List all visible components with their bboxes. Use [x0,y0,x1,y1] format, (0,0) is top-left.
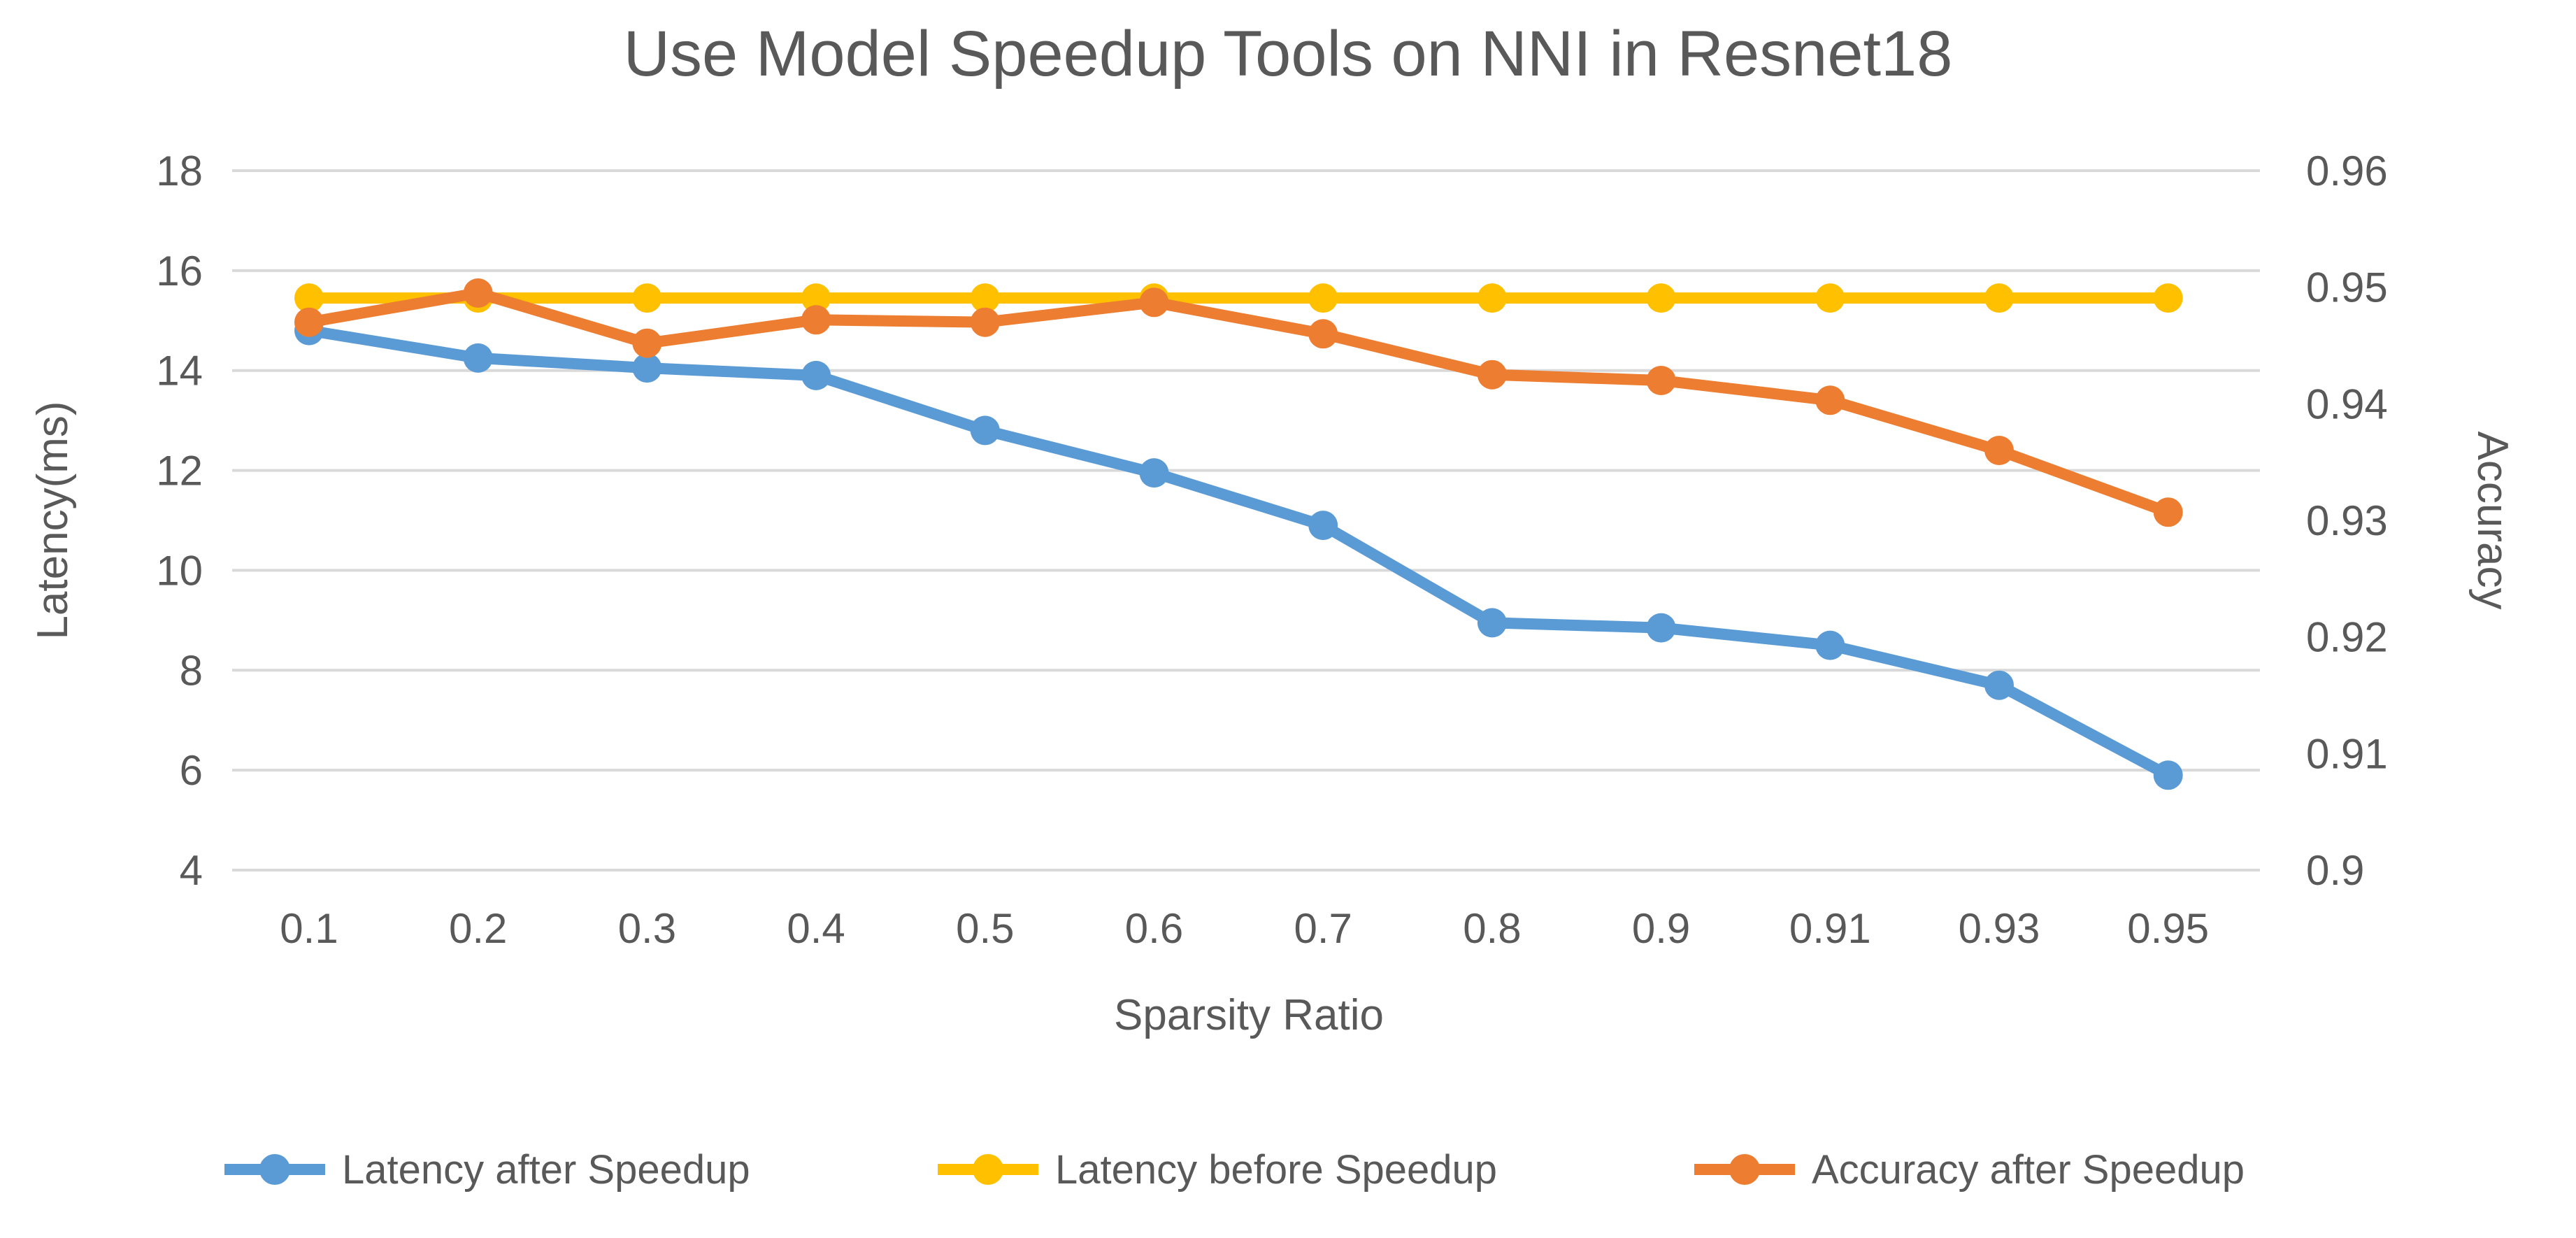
y-left-tick-label: 16 [156,248,203,294]
data-point-accuracy-after-speedup [1646,366,1676,395]
data-point-accuracy-after-speedup [463,278,493,308]
chart-title: Use Model Speedup Tools on NNI in Resnet… [624,18,1953,90]
y-left-tick-label: 4 [180,847,203,894]
axis-labels-group: 18 16 14 12 10 8 6 4 0.96 0.95 0.94 0.93 0.92 0.91 0.9… [156,148,2388,952]
data-point-latency-before-speedup [1646,283,1676,313]
series-latency-after-speedup [294,315,2183,790]
x-tick-label: 0.93 [1959,905,2040,952]
data-point-latency-before-speedup [632,283,662,313]
data-point-latency-before-speedup [1815,283,1845,313]
data-point-latency-after-speedup [801,360,831,390]
data-point-latency-after-speedup [632,353,662,383]
data-point-latency-before-speedup [1984,283,2014,313]
data-point-latency-before-speedup [801,283,831,313]
legend-marker-icon [259,1154,290,1185]
data-point-latency-before-speedup [970,283,1000,313]
y-right-tick-label: 0.94 [2306,380,2388,427]
data-point-latency-after-speedup [1984,670,2014,700]
series-group [294,278,2183,790]
data-point-accuracy-after-speedup [1815,385,1845,415]
series-line-accuracy-after-speedup [303,287,2174,518]
y-left-tick-label: 18 [156,148,203,194]
y-axis-right-title: Accuracy [2468,432,2517,610]
x-tick-label: 0.2 [449,905,507,952]
data-point-accuracy-after-speedup [1477,360,1507,390]
y-right-tick-label: 0.92 [2306,614,2388,661]
x-tick-label: 0.3 [618,905,676,952]
x-tick-label: 0.6 [1125,905,1183,952]
x-tick-label: 0.9 [1632,905,1690,952]
x-tick-label: 0.4 [787,905,845,952]
data-point-latency-after-speedup [1308,511,1338,541]
y-right-tick-label: 0.96 [2306,148,2388,194]
data-point-latency-before-speedup [1308,283,1338,313]
data-point-latency-after-speedup [1815,630,1845,660]
series-line-latency-after-speedup [303,325,2174,781]
y-right-tick-label: 0.95 [2306,264,2388,311]
y-left-tick-label: 10 [156,547,203,594]
y-left-tick-label: 6 [180,747,203,794]
y-right-tick-label: 0.93 [2306,497,2388,544]
data-point-accuracy-after-speedup [2153,497,2183,527]
x-tick-label: 0.7 [1294,905,1352,952]
series-accuracy-after-speedup [294,278,2183,527]
y-left-tick-label: 8 [180,647,203,694]
data-point-latency-before-speedup [294,283,324,313]
legend-label: Accuracy after Speedup [1812,1147,2245,1193]
y-axis-left-title: Latency(ms) [29,401,77,639]
data-point-accuracy-after-speedup [801,305,831,335]
data-point-accuracy-after-speedup [1308,319,1338,349]
x-tick-label: 0.1 [280,905,338,952]
data-point-latency-after-speedup [1646,613,1676,643]
y-left-tick-label: 12 [156,448,203,495]
data-point-accuracy-after-speedup [632,328,662,358]
data-point-latency-before-speedup [1477,283,1507,313]
data-point-accuracy-after-speedup [970,307,1000,337]
legend-label: Latency after Speedup [342,1147,750,1193]
data-point-accuracy-after-speedup [1139,287,1169,318]
x-axis-title: Sparsity Ratio [1114,991,1384,1039]
legend-marker-icon [1729,1154,1760,1185]
y-right-tick-label: 0.91 [2306,730,2388,777]
legend-item-latency-after-speedup: Latency after Speedup [224,1147,750,1193]
x-tick-label: 0.8 [1463,905,1521,952]
data-point-latency-after-speedup [970,415,1000,446]
series-latency-before-speedup [294,283,2183,313]
legend-marker-icon [973,1154,1003,1185]
data-point-latency-before-speedup [2153,283,2183,313]
y-left-tick-label: 14 [156,348,203,394]
legend-item-accuracy-after-speedup: Accuracy after Speedup [1694,1147,2245,1193]
y-right-tick-label: 0.9 [2306,847,2364,894]
x-tick-label: 0.95 [2127,905,2209,952]
legend-item-latency-before-speedup: Latency before Speedup [938,1147,1497,1193]
legend-label: Latency before Speedup [1055,1147,1497,1193]
data-point-latency-after-speedup [1477,608,1507,638]
x-tick-label: 0.5 [956,905,1014,952]
data-point-accuracy-after-speedup [294,307,324,337]
data-point-latency-after-speedup [1139,458,1169,488]
x-tick-label: 0.91 [1789,905,1871,952]
data-point-latency-after-speedup [463,343,493,373]
data-point-accuracy-after-speedup [1984,436,2014,465]
gridlines-group [232,169,2260,871]
legend: Latency after Speedup Latency before Spee… [224,1147,2245,1193]
data-point-latency-after-speedup [2153,760,2183,790]
